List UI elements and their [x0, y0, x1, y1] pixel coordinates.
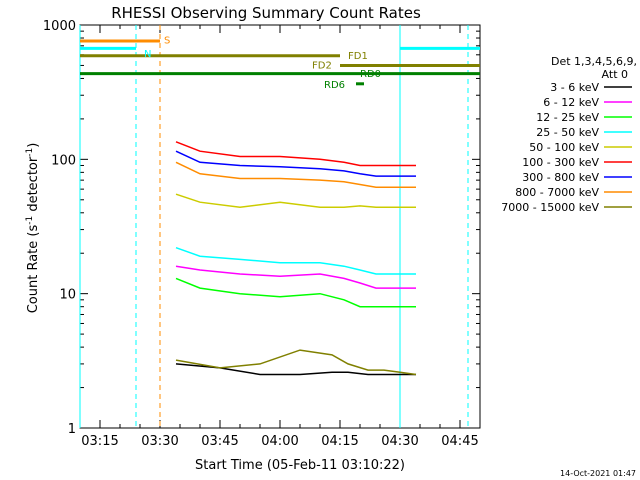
legend-entry-label: 6 - 12 keV — [543, 96, 599, 109]
flag-label: FD1 — [348, 51, 368, 62]
x-tick-label: 04:00 — [261, 434, 298, 449]
x-tick-label: 03:45 — [201, 434, 238, 449]
legend-entry-label: 50 - 100 keV — [529, 141, 599, 154]
y-tick-label: 100 — [51, 153, 76, 168]
series-line — [175, 150, 416, 177]
x-tick-label: 03:15 — [81, 434, 118, 449]
x-tick-label: 04:15 — [321, 434, 358, 449]
y-tick-label: 1 — [68, 422, 76, 437]
flag-label: FD2 — [312, 60, 332, 71]
series-line — [175, 141, 416, 167]
legend-header-detectors: Det 1,3,4,5,6,9, — [551, 55, 637, 68]
flag-label: S — [164, 35, 170, 46]
legend-entry-label: 800 - 7000 keV — [515, 186, 599, 199]
legend-entry-label: 7000 - 15000 keV — [501, 201, 599, 214]
chart-title: RHESSI Observing Summary Count Rates — [111, 4, 421, 22]
legend-entry-label: 3 - 6 keV — [550, 81, 599, 94]
legend-entry-label: 12 - 25 keV — [536, 111, 599, 124]
series-line — [175, 265, 416, 289]
series-line — [175, 161, 416, 188]
x-tick-label: 03:30 — [141, 434, 178, 449]
flag-label: RD0 — [360, 69, 381, 80]
series-line — [175, 277, 416, 308]
legend: Det 1,3,4,5,6,9, Att 0 3 - 6 keV 6 - 12 k… — [501, 55, 637, 214]
y-tick-label: 10 — [59, 288, 76, 303]
flag-label: N — [144, 49, 151, 60]
timestamp: 14-Oct-2021 01:47 — [560, 469, 636, 478]
x-axis-label: Start Time (05-Feb-11 03:10:22) — [195, 458, 405, 473]
legend-header-attenuator: Att 0 — [602, 68, 628, 81]
legend-entry-label: 25 - 50 keV — [536, 126, 599, 139]
y-tick-label: 1000 — [43, 19, 76, 34]
series-line — [175, 349, 417, 376]
plot-area: 03:15 03:30 03:45 04:00 04:15 04:30 04:45 1 10 10… — [43, 19, 481, 449]
plot-frame — [79, 24, 481, 429]
series-line — [175, 193, 416, 208]
series-line — [175, 246, 416, 275]
x-tick-label: 04:30 — [381, 434, 418, 449]
legend-entry-label: 100 - 300 keV — [522, 156, 599, 169]
x-tick-label: 04:45 — [441, 434, 478, 449]
legend-entry-label: 300 - 800 keV — [522, 171, 599, 184]
series-line — [175, 363, 416, 376]
flag-label: RD6 — [324, 80, 345, 91]
y-axis-label: Count Rate (s-1 detector-1) — [25, 143, 41, 314]
